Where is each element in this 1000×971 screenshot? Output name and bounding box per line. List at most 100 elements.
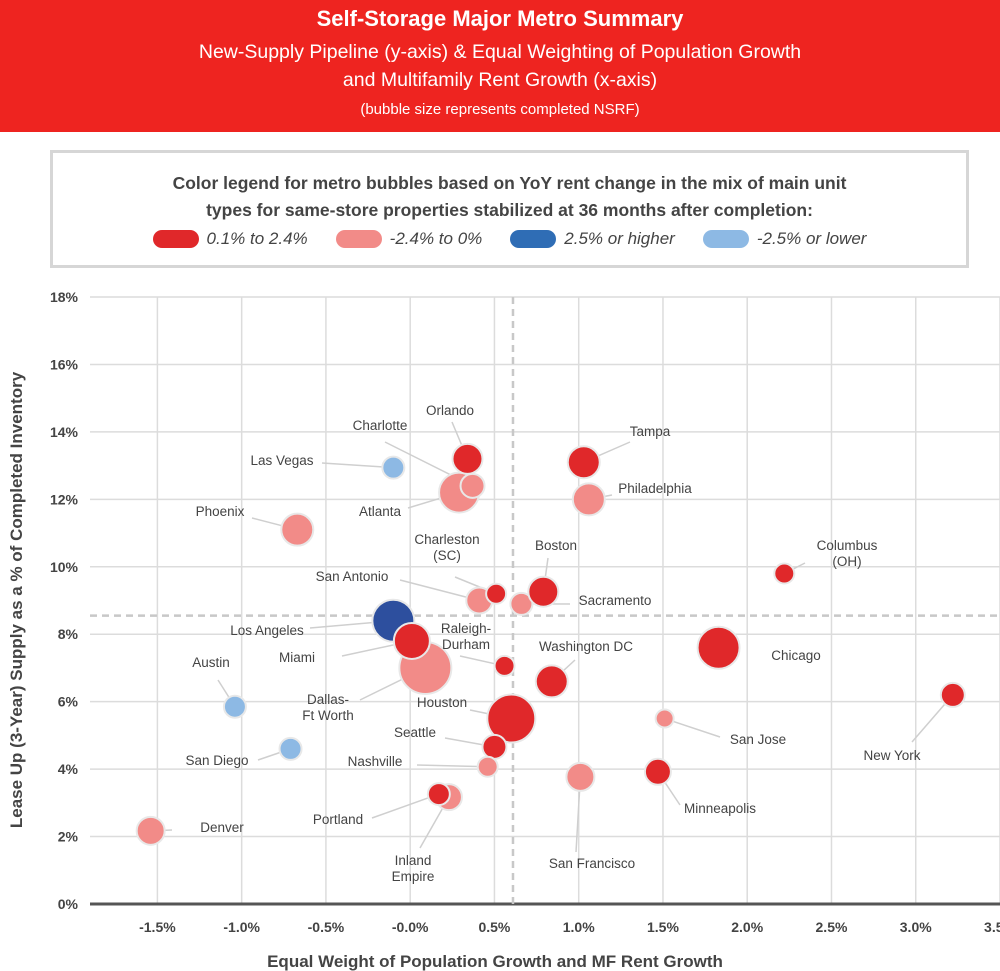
y-axis-title: Lease Up (3-Year) Supply as a % of Compl…: [7, 371, 26, 828]
legend-item: 2.5% or higher: [510, 229, 675, 249]
bubble-label-line: Sacramento: [579, 593, 652, 608]
bubble-label-line: Tampa: [630, 424, 671, 439]
bubble-label: Dallas-Ft Worth: [302, 692, 354, 723]
bubble-label: Tampa: [630, 424, 671, 439]
bubble-point: [566, 445, 601, 480]
bubble-point: [426, 782, 451, 807]
bubble-label-line: Seattle: [394, 725, 436, 740]
bubble-label-line: Atlanta: [359, 504, 402, 519]
legend-title: Color legend for metro bubbles based on …: [53, 170, 966, 224]
bubble-label-line: Empire: [392, 869, 435, 884]
x-tick-label: 2.5%: [816, 919, 848, 935]
bubble-label: Denver: [200, 820, 244, 835]
bubble-label-line: Columbus: [817, 538, 878, 553]
bubble-point: [696, 625, 741, 670]
legend-label: -2.5% or lower: [756, 229, 867, 248]
subtitle-line-1: New-Supply Pipeline (y-axis) & Equal Wei…: [198, 41, 802, 63]
legend-label: -2.4% to 0%: [389, 229, 483, 248]
legend-item: 0.1% to 2.4%: [152, 229, 308, 249]
bubble-label: Portland: [313, 812, 363, 827]
legend-swatch: [152, 230, 199, 248]
bubble-point: [459, 472, 486, 499]
x-tick-label: -0.0%: [392, 919, 429, 935]
bubble-point: [280, 512, 315, 547]
legend-title-line-2: types for same-store properties stabiliz…: [206, 200, 813, 220]
bubble-label: Miami: [279, 650, 315, 665]
bubble-label: San Diego: [185, 753, 248, 768]
bubble-label: Columbus (OH): [817, 538, 878, 569]
bubble-label-line: Phoenix: [196, 504, 245, 519]
bubble-label: Sacramento: [579, 593, 652, 608]
y-tick-label: 12%: [50, 491, 79, 507]
legend-swatch: [335, 230, 382, 248]
bubble-label: Los Angeles: [230, 623, 304, 638]
bubble-label-line: Charlotte: [353, 418, 408, 433]
bubble-label-line: Austin: [192, 655, 230, 670]
y-tick-label: 18%: [50, 289, 79, 305]
chart-subtitle: New-Supply Pipeline (y-axis) & Equal Wei…: [0, 38, 1000, 94]
bubble-label-line: Chicago: [771, 648, 821, 663]
bubble-label: Phoenix: [196, 504, 245, 519]
bubble-point: [571, 482, 606, 517]
bubble-label: San Antonio: [316, 569, 389, 584]
bubble-point: [509, 591, 534, 616]
x-tick-label: 3.0%: [900, 919, 932, 935]
x-tick-label: 3.5%: [984, 919, 1000, 935]
bubble-point: [485, 582, 508, 605]
bubble-label-line: (SC): [433, 548, 461, 563]
legend-swatch: [702, 230, 749, 248]
y-tick-label: 10%: [50, 559, 79, 575]
bubble-label-line: San Francisco: [549, 856, 635, 871]
bubble-label: New York: [863, 748, 920, 763]
bubble-label: Boston: [535, 538, 577, 553]
bubble-label-line: Las Vegas: [250, 453, 313, 468]
bubble-label: Chicago: [771, 648, 821, 663]
bubble-size-note: (bubble size represents completed NSRF): [360, 101, 640, 118]
legend-swatch: [510, 230, 557, 248]
bubble-label: Atlanta: [359, 504, 402, 519]
legend-label: 2.5% or higher: [564, 229, 675, 248]
bubble-label: San Jose: [730, 732, 786, 747]
legend-item: -2.5% or lower: [702, 229, 867, 249]
bubble-label: Orlando: [426, 403, 474, 418]
bubble-label-line: Charleston: [414, 532, 479, 547]
bubble-label-line: Inland: [395, 853, 432, 868]
y-tick-label: 0%: [58, 896, 79, 912]
bubble-label: Philadelphia: [618, 481, 692, 496]
bubble-point: [278, 736, 303, 761]
bubble-label: Inland Empire: [392, 853, 435, 884]
x-tick-label: 1.5%: [647, 919, 679, 935]
bubble-label: Seattle: [394, 725, 436, 740]
legend-title-line-1: Color legend for metro bubbles based on …: [172, 173, 847, 193]
legend-label: 0.1% to 2.4%: [206, 229, 308, 248]
bubble-point: [534, 664, 569, 699]
bubble-label-line: Houston: [417, 695, 467, 710]
bubble-point: [392, 621, 431, 660]
legend-item: -2.4% to 0%: [335, 229, 483, 249]
bubble-label: Washington DC: [539, 639, 633, 654]
x-tick-label: -1.5%: [139, 919, 176, 935]
bubble-label: Charlotte: [353, 418, 408, 433]
chart-title: Self-Storage Major Metro Summary: [316, 6, 684, 31]
bubble-label: Charleston (SC): [414, 532, 479, 563]
y-tick-label: 2%: [58, 829, 79, 845]
bubble-label-line: (OH): [832, 554, 861, 569]
bubble-point: [773, 562, 796, 585]
bubble-label-line: Orlando: [426, 403, 474, 418]
bubble-label: Minneapolis: [684, 801, 756, 816]
bubble-label-line: Philadelphia: [618, 481, 692, 496]
bubble-label-line: San Jose: [730, 732, 786, 747]
bubble-label-line: Washington DC: [539, 639, 633, 654]
bubble-label-line: Portland: [313, 812, 363, 827]
header-banner: Self-Storage Major Metro Summary New-Sup…: [0, 0, 1000, 132]
bubble-label-line: Denver: [200, 820, 244, 835]
color-legend: Color legend for metro bubbles based on …: [50, 150, 969, 268]
bubble-point: [451, 442, 484, 475]
bubble-label-line: San Antonio: [316, 569, 389, 584]
bubble-label: San Francisco: [549, 856, 635, 871]
bubble-label-line: San Diego: [185, 753, 248, 768]
bubble-point: [643, 757, 672, 786]
bubble-point: [481, 733, 508, 760]
x-tick-label: 2.0%: [731, 919, 763, 935]
